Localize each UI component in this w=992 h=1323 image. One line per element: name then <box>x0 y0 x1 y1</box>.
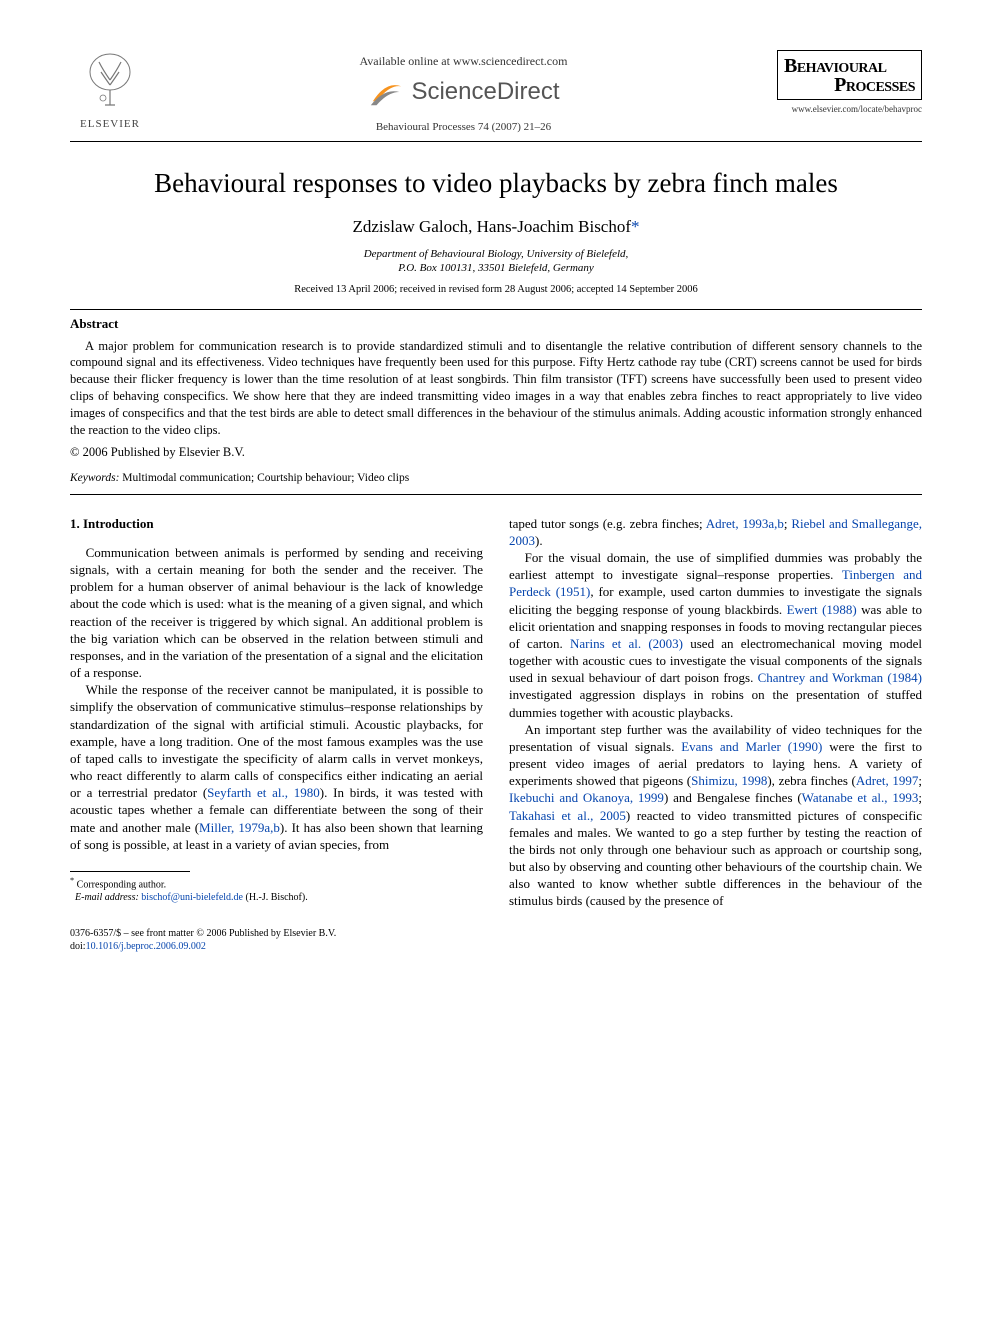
abstract-label: Abstract <box>70 316 922 332</box>
affiliation-line2: P.O. Box 100131, 33501 Bielefeld, German… <box>398 262 594 274</box>
author-email-link[interactable]: bischof@uni-bielefeld.de <box>141 892 243 903</box>
authors: Zdzislaw Galoch, Hans-Joachim Bischof* <box>70 217 922 237</box>
doi-link[interactable]: 10.1016/j.beproc.2006.09.002 <box>86 941 206 952</box>
body-columns: 1. Introduction Communication between an… <box>70 515 922 910</box>
elsevier-tree-icon <box>83 50 138 110</box>
journal-name-line2: Processes <box>784 76 915 95</box>
cite-ikebuchi-1999[interactable]: Ikebuchi and Okanoya, 1999 <box>509 790 664 805</box>
keywords: Keywords: Multimodal communication; Cour… <box>70 472 922 484</box>
corr-author-label: Corresponding author. <box>77 879 166 890</box>
journal-url: www.elsevier.com/locate/behavproc <box>777 104 922 114</box>
abstract-text: A major problem for communication resear… <box>70 338 922 439</box>
available-online-text: Available online at www.sciencedirect.co… <box>150 54 777 69</box>
affiliation: Department of Behavioural Biology, Unive… <box>70 247 922 276</box>
issn-line: 0376-6357/$ – see front matter © 2006 Pu… <box>70 928 336 939</box>
cite-miller-1979[interactable]: Miller, 1979a,b <box>199 820 280 835</box>
intro-para-3: For the visual domain, the use of simpli… <box>509 549 922 721</box>
author-list: Zdzislaw Galoch, Hans-Joachim Bischof <box>352 217 631 236</box>
sciencedirect-swoosh-icon <box>367 73 405 111</box>
keywords-label: Keywords: <box>70 472 119 484</box>
journal-reference: Behavioural Processes 74 (2007) 21–26 <box>150 121 777 133</box>
journal-badge: Behavioural Processes www.elsevier.com/l… <box>777 50 922 114</box>
corresponding-author-footnote: * Corresponding author. E-mail address: … <box>70 876 483 904</box>
cite-evans-1990[interactable]: Evans and Marler (1990) <box>681 739 822 754</box>
cite-seyfarth-1980[interactable]: Seyfarth et al., 1980 <box>207 785 320 800</box>
article-dates: Received 13 April 2006; received in revi… <box>70 284 922 295</box>
cite-chantrey-1984[interactable]: Chantrey and Workman (1984) <box>758 670 922 685</box>
footnote-rule <box>70 871 190 872</box>
keywords-text: Multimodal communication; Courtship beha… <box>119 472 409 484</box>
doi-prefix: doi: <box>70 941 86 952</box>
cite-adret-1997[interactable]: Adret, 1997 <box>856 773 919 788</box>
center-header: Available online at www.sciencedirect.co… <box>150 50 777 133</box>
email-suffix: (H.-J. Bischof). <box>243 892 308 903</box>
intro-para-1: Communication between animals is perform… <box>70 544 483 681</box>
intro-para-2: While the response of the receiver canno… <box>70 681 483 853</box>
rule-top <box>70 141 922 142</box>
rule-below-keywords <box>70 494 922 495</box>
affiliation-line1: Department of Behavioural Biology, Unive… <box>364 248 629 260</box>
cite-watanabe-1993[interactable]: Watanabe et al., 1993 <box>802 790 919 805</box>
elsevier-label: ELSEVIER <box>70 118 150 130</box>
corresponding-author-marker[interactable]: * <box>631 217 640 236</box>
intro-para-4: An important step further was the availa… <box>509 721 922 910</box>
rule-above-abstract <box>70 309 922 310</box>
footer-meta: 0376-6357/$ – see front matter © 2006 Pu… <box>70 927 922 953</box>
email-label: E-mail address: <box>75 892 139 903</box>
cite-ewert-1988[interactable]: Ewert (1988) <box>787 602 857 617</box>
section-1-heading: 1. Introduction <box>70 515 483 532</box>
article-title: Behavioural responses to video playbacks… <box>70 168 922 199</box>
cite-shimizu-1998[interactable]: Shimizu, 1998 <box>691 773 767 788</box>
sciencedirect-logo: ScienceDirect <box>150 73 777 111</box>
sciencedirect-text: ScienceDirect <box>411 78 559 106</box>
cite-narins-2003[interactable]: Narins et al. (2003) <box>570 636 683 651</box>
page-header: ELSEVIER Available online at www.science… <box>70 50 922 133</box>
elsevier-logo: ELSEVIER <box>70 50 150 130</box>
left-column: 1. Introduction Communication between an… <box>70 515 483 910</box>
abstract-copyright: © 2006 Published by Elsevier B.V. <box>70 445 922 460</box>
cite-adret-1993[interactable]: Adret, 1993a,b <box>706 516 784 531</box>
cite-takahasi-2005[interactable]: Takahasi et al., 2005 <box>509 808 626 823</box>
right-column: taped tutor songs (e.g. zebra finches; A… <box>509 515 922 910</box>
intro-para-2-cont: taped tutor songs (e.g. zebra finches; A… <box>509 515 922 549</box>
